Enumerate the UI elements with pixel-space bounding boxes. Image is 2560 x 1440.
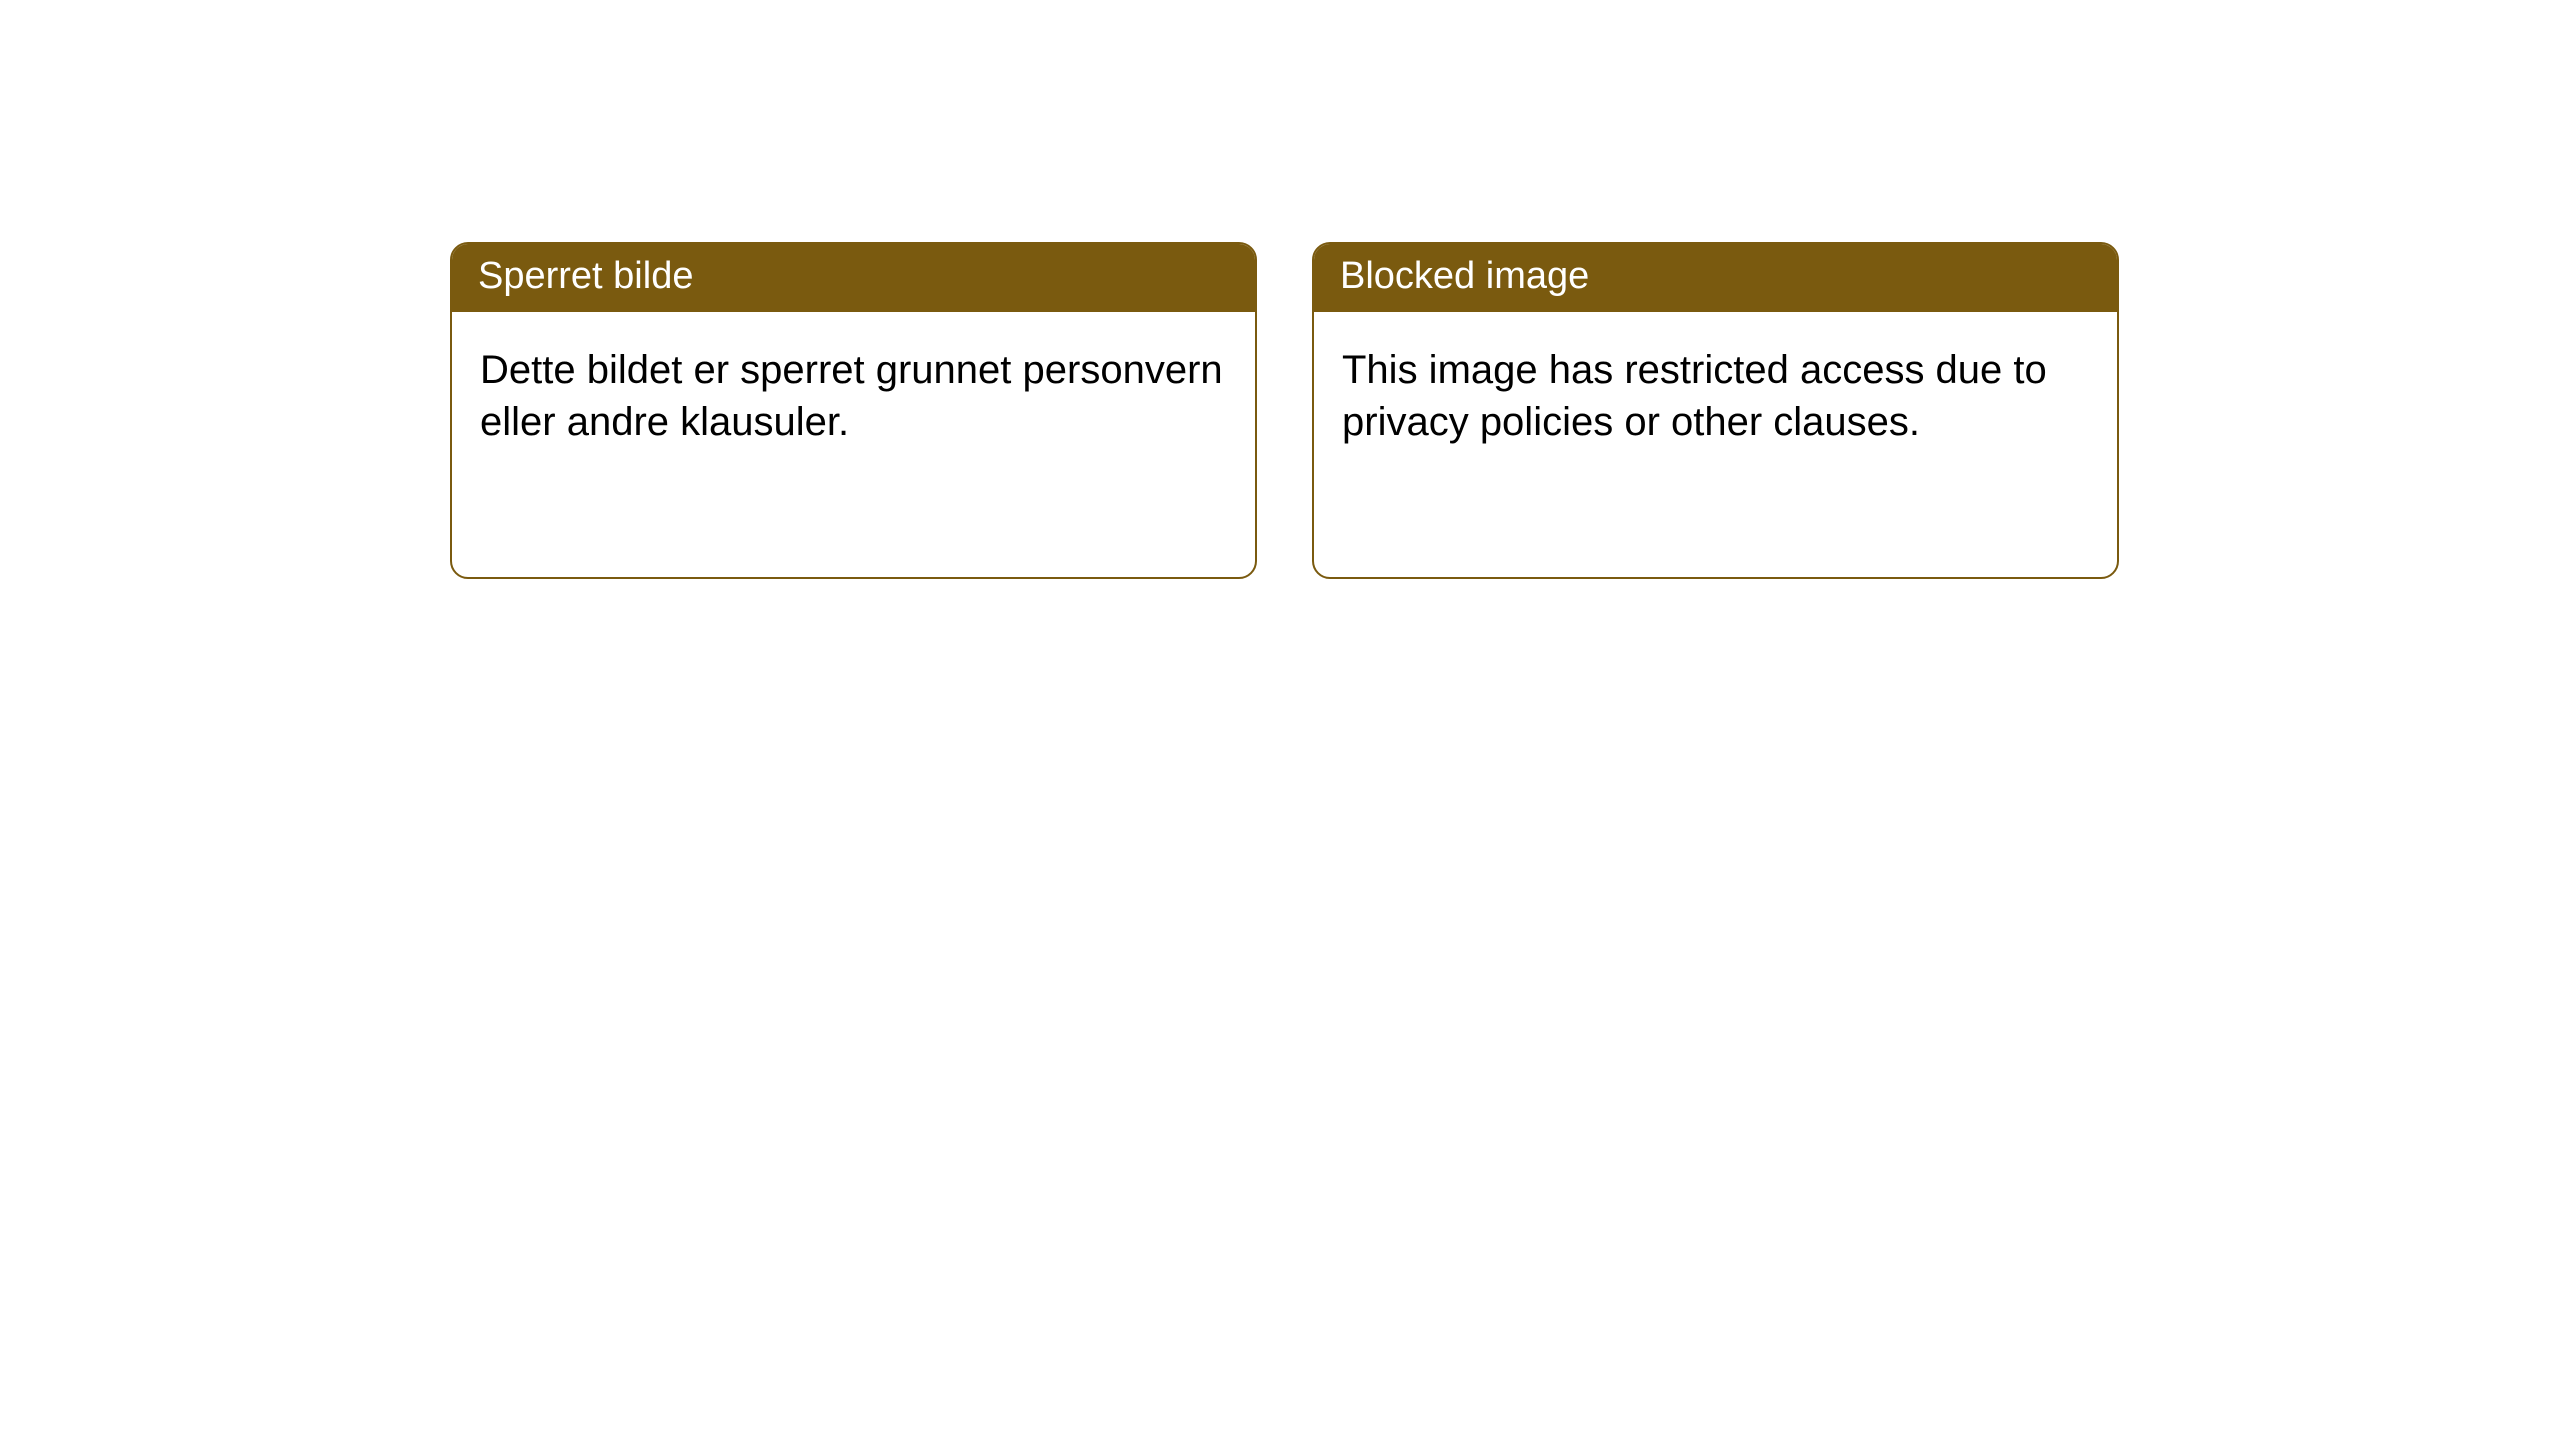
panel-body-norwegian: Dette bildet er sperret grunnet personve… <box>452 312 1255 482</box>
panel-title-english: Blocked image <box>1314 244 2117 312</box>
notice-panel-norwegian: Sperret bilde Dette bildet er sperret gr… <box>450 242 1257 579</box>
notice-panel-english: Blocked image This image has restricted … <box>1312 242 2119 579</box>
panel-title-norwegian: Sperret bilde <box>452 244 1255 312</box>
notice-container: Sperret bilde Dette bildet er sperret gr… <box>0 0 2560 579</box>
panel-body-english: This image has restricted access due to … <box>1314 312 2117 482</box>
